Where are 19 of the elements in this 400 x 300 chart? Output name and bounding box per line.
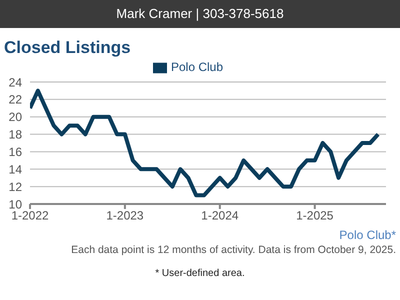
y-tick-label: 10	[8, 197, 22, 212]
line-series	[30, 88, 380, 198]
y-tick-label: 24	[8, 75, 22, 90]
x-tick-label: 1-2022	[11, 208, 50, 223]
text: * User-defined area.	[154, 268, 246, 279]
y-tick-label: 12	[8, 180, 22, 194]
text: Polo Club*	[339, 228, 396, 242]
x-tick-label: 1-2025	[296, 208, 334, 223]
legend-label: Polo Club	[170, 60, 224, 74]
y-tick-label: 20	[8, 110, 22, 124]
text: Each data point is 12 months of activity. Data is from October 9, 2025.	[71, 244, 396, 256]
y-tick-label: 14	[8, 162, 22, 176]
x-tick-label: 1-2023	[106, 208, 144, 223]
chart-title: Closed Listings	[4, 38, 131, 58]
y-tick-label: 22	[8, 92, 22, 107]
text: Mark Cramer | 303-378-5618	[0, 0, 400, 28]
x-tick-label: 1-2024	[201, 208, 239, 223]
y-tick-label: 16	[8, 144, 22, 159]
y-tick-label: 18	[8, 128, 22, 142]
